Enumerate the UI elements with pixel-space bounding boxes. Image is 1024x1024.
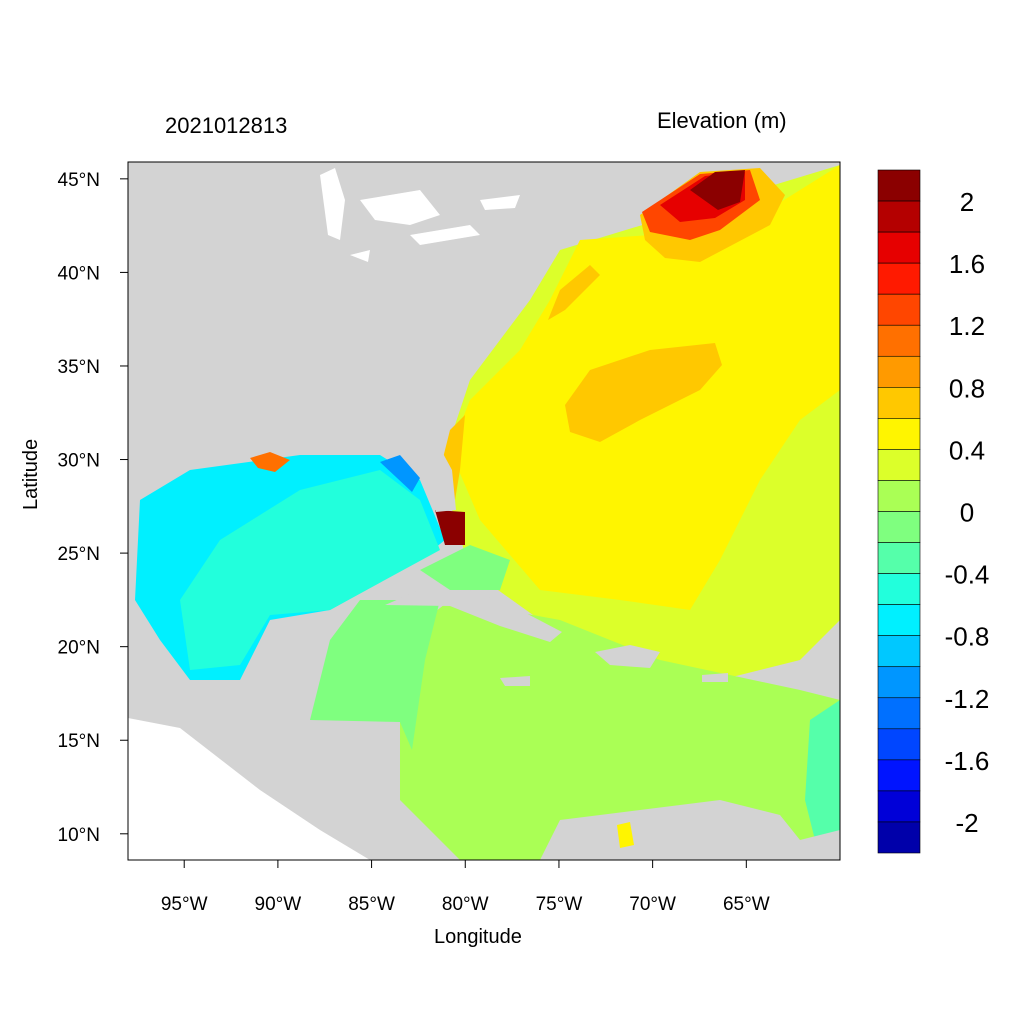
gulf-of-maine-2.0 <box>690 170 745 210</box>
x-tick-label: 65°W <box>723 894 770 915</box>
colorbar-bin <box>877 759 921 792</box>
x-tick-label: 70°W <box>629 894 676 915</box>
colorbar-bin <box>877 200 921 233</box>
colorbar-bin <box>877 262 921 295</box>
y-tick-label: 20°N <box>58 638 100 659</box>
colorbar-label: -1.2 <box>945 684 990 714</box>
colorbar-label: 1.2 <box>949 311 985 341</box>
plot-frame <box>127 161 841 861</box>
y-tick-label: 30°N <box>58 451 100 472</box>
colorbar-bin <box>877 821 921 854</box>
colorbar-bin <box>877 387 921 419</box>
colorbar-bin <box>877 697 921 730</box>
y-tick-label: 25°N <box>58 544 100 565</box>
y-tick-label: 10°N <box>58 825 100 846</box>
cuba-land <box>385 590 562 642</box>
map-field <box>128 162 840 860</box>
colorbar-bin <box>877 790 921 823</box>
colorbar-bin <box>877 728 921 761</box>
y-axis: 45°N 40°N 35°N 30°N 25°N 20°N 15°N 10°N <box>58 170 128 846</box>
florida-land <box>400 448 456 512</box>
colorbar-bin <box>877 573 921 605</box>
colorbar-bin <box>877 324 921 357</box>
y-tick-label: 15°N <box>58 731 100 752</box>
colorbar-label: 0.4 <box>949 435 985 465</box>
colorbar-bin <box>877 542 921 574</box>
colorbar-bin <box>877 480 921 512</box>
colorbar-bin <box>877 604 921 636</box>
colorbar-bin <box>877 635 921 668</box>
east-coast-orange <box>440 265 600 500</box>
colorbar-bin <box>877 449 921 481</box>
big-bend-negative <box>380 455 420 492</box>
colorbar: 2 1.6 1.2 0.8 0.4 0 -0.4 -0.8 -1.2 -1.6 -2 <box>877 169 990 854</box>
hispaniola-land <box>595 645 660 668</box>
timestamp-title: 2021012813 <box>165 113 288 138</box>
south-america-land <box>540 800 840 860</box>
pacific-ocean <box>128 718 370 860</box>
colorbar-label: -0.8 <box>945 622 990 652</box>
y-tick-label: 45°N <box>58 170 100 191</box>
x-tick-label: 80°W <box>442 894 489 915</box>
jamaica-land <box>500 676 530 686</box>
variable-title: Elevation (m) <box>657 108 787 133</box>
colorbar-label: 1.6 <box>949 249 985 279</box>
colorbar-bin <box>877 355 921 388</box>
colorbar-bin <box>877 169 921 202</box>
puerto-rico-land <box>702 673 728 682</box>
louisiana-coast-high <box>250 452 290 472</box>
bahamas-region <box>420 545 510 590</box>
colorbar-label: 0 <box>960 498 974 528</box>
colorbar-label: -2 <box>955 808 978 838</box>
colorbar-bin <box>877 418 921 450</box>
colorbar-label: -1.6 <box>945 746 990 776</box>
colorbar-bin <box>877 293 921 326</box>
sargasso-high-region <box>565 343 722 442</box>
x-tick-label: 90°W <box>255 894 302 915</box>
colorbar-label: 0.8 <box>949 373 985 403</box>
y-tick-label: 35°N <box>58 357 100 378</box>
maracaibo-lake <box>617 822 634 848</box>
colorbar-bin <box>877 231 921 264</box>
great-lakes <box>320 168 520 262</box>
y-tick-label: 40°N <box>58 263 100 284</box>
x-tick-label: 85°W <box>348 894 395 915</box>
x-axis-label: Longitude <box>434 926 522 948</box>
caribbean-region-0-0.2 <box>400 600 840 860</box>
florida-tip-high <box>435 510 465 545</box>
x-axis: 95°W 90°W 85°W 80°W 75°W 70°W 65°W <box>161 860 770 915</box>
colorbar-bin <box>877 511 921 543</box>
x-tick-label: 95°W <box>161 894 208 915</box>
x-tick-label: 75°W <box>536 894 583 915</box>
colorbar-label: 2 <box>960 187 974 217</box>
colorbar-label: -0.4 <box>945 560 990 590</box>
gulf-of-mexico-inner <box>180 470 440 670</box>
colorbar-bin <box>877 666 921 699</box>
southeast-caribbean-region <box>805 700 840 860</box>
western-caribbean-region <box>310 600 440 750</box>
